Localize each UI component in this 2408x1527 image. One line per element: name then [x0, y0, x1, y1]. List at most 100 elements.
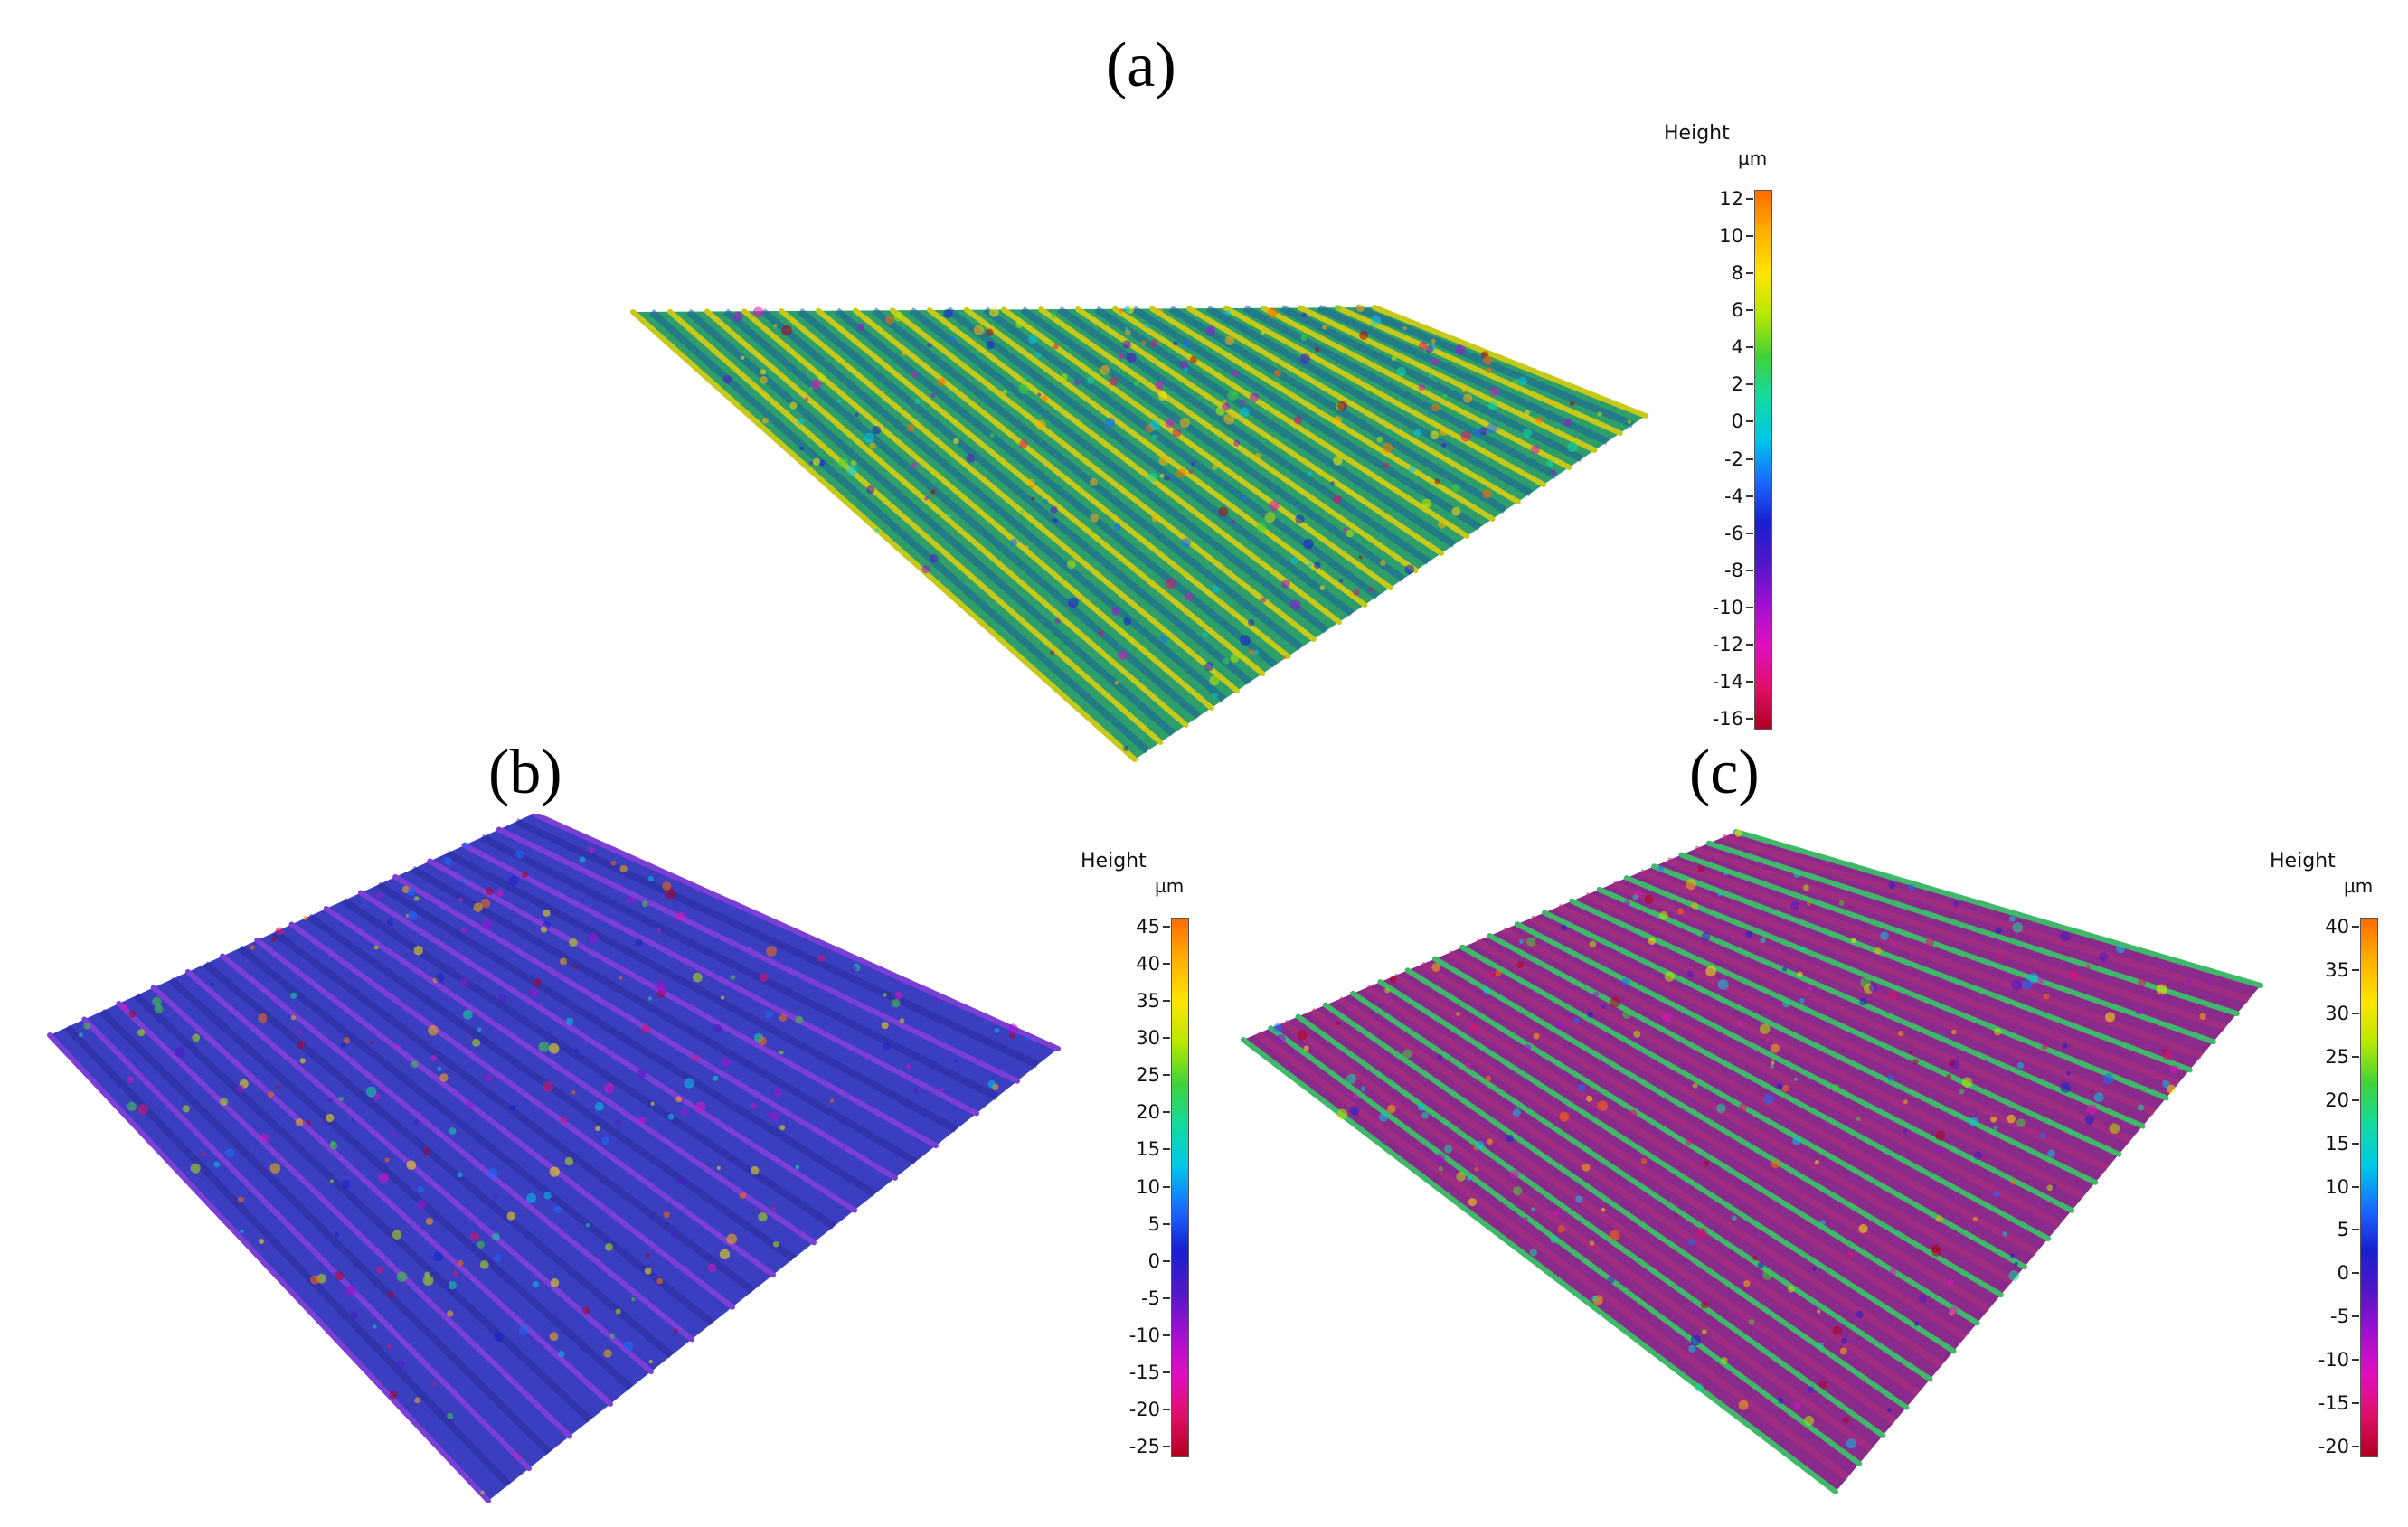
- valley-line: [515, 818, 1040, 1069]
- surface-speckle: [411, 1060, 419, 1069]
- surface-speckle: [1597, 411, 1602, 417]
- surface-speckle: [1601, 1004, 1606, 1010]
- surface-speckle: [1355, 378, 1362, 383]
- ridge-line: [496, 826, 1020, 1084]
- surface-speckle: [1874, 947, 1882, 955]
- surface-speckle: [648, 1359, 653, 1364]
- surface-speckle: [662, 881, 672, 891]
- ridge-line: [1350, 990, 1933, 1382]
- surface-speckle: [417, 1185, 425, 1193]
- surface-speckle: [1111, 607, 1120, 616]
- surface-speckle: [1249, 649, 1255, 655]
- surface-speckle: [1846, 1438, 1856, 1449]
- surface-speckle: [670, 1232, 676, 1238]
- ridge-line: [531, 814, 1061, 1051]
- surface-speckle: [1586, 1095, 1593, 1102]
- surface-speckle: [1182, 340, 1190, 347]
- surface-speckle: [1273, 369, 1281, 377]
- surface-speckle: [1191, 461, 1195, 467]
- surface-speckle: [236, 1084, 245, 1093]
- surface-speckle: [1757, 1261, 1764, 1269]
- surface-speckle: [2062, 1042, 2068, 1049]
- legend-title-a: Height: [1664, 122, 1730, 145]
- legend-colorbar: [1754, 190, 1772, 730]
- surface-speckle: [1165, 578, 1176, 589]
- surface-speckle: [1695, 1027, 1701, 1032]
- surface-speckle: [1640, 1158, 1648, 1164]
- surface-speckle: [1386, 1104, 1396, 1114]
- surface-speckle: [595, 1126, 600, 1132]
- legend-tick-label: -15: [2318, 1392, 2349, 1415]
- surface-speckle: [1359, 330, 1369, 341]
- surface-speckle: [1396, 366, 1406, 377]
- surface-speckle: [1701, 1329, 1707, 1334]
- surface-speckle: [773, 1088, 782, 1098]
- surface-speckle: [773, 324, 778, 328]
- surface-speckle: [1118, 650, 1128, 661]
- surface-speckle: [1247, 619, 1255, 627]
- surface-speckle: [930, 392, 936, 398]
- surface-speckle: [469, 1231, 479, 1241]
- surface-speckle: [804, 397, 809, 402]
- surface-speckle: [603, 1349, 612, 1358]
- surface-speckle: [1223, 413, 1235, 425]
- ridge-line: [81, 1016, 532, 1472]
- legend-title-b: Height: [1081, 850, 1147, 872]
- surface-speckle: [667, 1113, 675, 1120]
- surface-speckle: [1109, 377, 1119, 386]
- surface-speckle: [2162, 1051, 2173, 1061]
- ridge-line: [1377, 979, 1957, 1354]
- legend-colorbar: [2360, 918, 2378, 1457]
- surface-speckle: [864, 432, 874, 443]
- surface-speckle: [2186, 978, 2192, 985]
- surface-speckle: [373, 1093, 381, 1100]
- legend-tick-label: -10: [1128, 1324, 1160, 1346]
- surface-speckle: [2021, 979, 2033, 990]
- surface-speckle: [1575, 1195, 1583, 1203]
- surface-speckle: [137, 1103, 149, 1115]
- surface-speckle: [1233, 439, 1241, 447]
- surface-speckle: [893, 311, 904, 322]
- surface-speckle: [1888, 990, 1898, 1000]
- surface-speckle: [1202, 632, 1208, 638]
- surface-speckle: [1027, 335, 1038, 344]
- surface-speckle: [296, 1028, 303, 1034]
- surface-speckle: [1529, 1249, 1537, 1257]
- surface-speckle: [1474, 1166, 1479, 1172]
- legend-tick-label: 10: [2325, 1175, 2349, 1198]
- surface-speckle: [812, 457, 821, 466]
- surface-speckle: [299, 1058, 306, 1064]
- surface-speckle: [720, 995, 725, 1000]
- legend-tick-label: -10: [2318, 1349, 2349, 1371]
- surface-speckle: [1126, 352, 1137, 363]
- surface-speckle: [1914, 1321, 1920, 1326]
- surface-speckle: [1490, 387, 1499, 397]
- surface-speckle: [518, 1324, 529, 1335]
- height-legend-c: Height µm 40 35 30 25 20 15 10 5 0 -5 -10 -15 -20: [2270, 850, 2405, 1465]
- surface-speckle: [631, 1296, 636, 1302]
- surface-speckle: [694, 1054, 700, 1060]
- surface-speckle: [1224, 309, 1231, 316]
- surface-speckle: [1935, 1215, 1943, 1223]
- surface-speckle: [466, 1101, 473, 1108]
- surface-speckle: [779, 1013, 788, 1022]
- surface-speckle: [1903, 1099, 1908, 1105]
- surface-speckle: [1909, 1051, 1913, 1055]
- ridge-line: [1223, 306, 1546, 487]
- surface-speckle: [973, 325, 985, 335]
- surface-speckle: [1936, 1147, 1943, 1155]
- surface-speckle: [1842, 1416, 1850, 1424]
- surface-speckle: [892, 998, 901, 1008]
- ridge-line: [1112, 306, 1470, 539]
- surface-speckle: [1090, 513, 1100, 523]
- ridge-line: [47, 1032, 491, 1503]
- surface-speckle: [1249, 392, 1260, 402]
- surface-speckle: [1160, 636, 1168, 644]
- surface-speckle: [192, 1033, 201, 1042]
- surface-speckle: [1073, 380, 1080, 386]
- legend-tick-label: -20: [1128, 1398, 1160, 1420]
- ridge-line: [630, 309, 1138, 762]
- surface-speckle: [1308, 471, 1313, 476]
- surface-speckle: [1391, 355, 1397, 362]
- surface-speckle: [1559, 1111, 1570, 1122]
